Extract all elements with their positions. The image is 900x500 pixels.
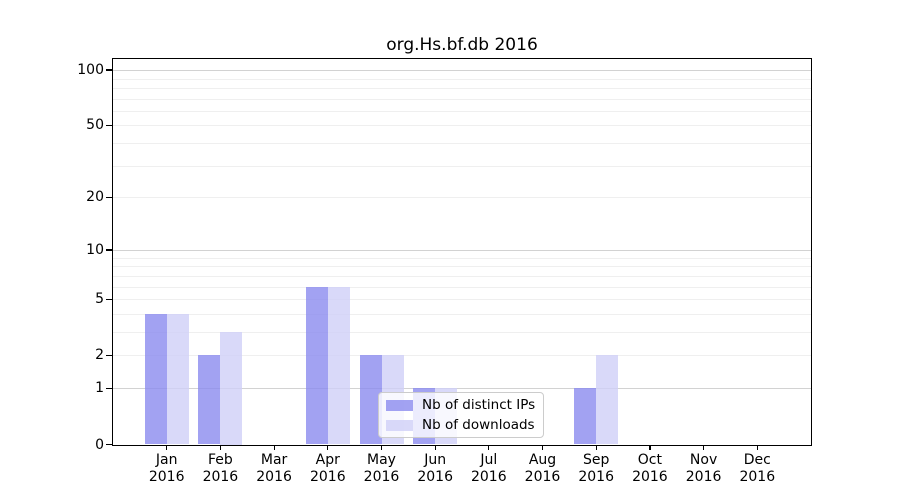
gridline-y-100 bbox=[113, 70, 811, 71]
gridline-y-4 bbox=[113, 313, 811, 315]
x-tick-label: Jan 2016 bbox=[148, 451, 185, 485]
x-tick-label: Jul 2016 bbox=[470, 451, 507, 485]
gridline-y-80 bbox=[113, 87, 811, 89]
gridline-y-90 bbox=[113, 78, 811, 80]
legend-item-distinct-ips: Nb of distinct IPs bbox=[386, 397, 535, 413]
y-tick-label: 1 bbox=[95, 380, 104, 397]
y-tick-label: 20 bbox=[86, 189, 104, 206]
gridline-y-9 bbox=[113, 257, 811, 259]
x-tick-mark bbox=[703, 444, 705, 450]
y-tick-label: 100 bbox=[77, 62, 104, 78]
bar-ips-sep-2016 bbox=[574, 388, 597, 445]
gridline-y-50 bbox=[113, 125, 811, 127]
x-tick-label: Feb 2016 bbox=[202, 451, 239, 485]
x-tick-label: Jun 2016 bbox=[417, 451, 453, 485]
legend-label-downloads: Nb of downloads bbox=[422, 417, 535, 433]
x-tick-mark bbox=[380, 444, 383, 450]
x-tick-label: Aug 2016 bbox=[524, 451, 561, 485]
bar-ips-apr-2016 bbox=[305, 286, 328, 445]
x-tick-mark bbox=[595, 444, 597, 450]
x-tick-mark bbox=[434, 444, 436, 450]
gridline-y-40 bbox=[113, 143, 811, 145]
y-tick-mark bbox=[106, 387, 112, 389]
bar-ips-feb-2016 bbox=[198, 355, 221, 445]
gridline-y-20 bbox=[113, 197, 811, 199]
x-tick-mark bbox=[756, 444, 758, 450]
x-tick-label: Sep 2016 bbox=[578, 451, 614, 485]
legend: Nb of distinct IPs Nb of downloads bbox=[378, 392, 544, 438]
x-tick-mark bbox=[327, 444, 329, 450]
y-tick-label: 10 bbox=[86, 241, 104, 258]
y-tick-mark bbox=[106, 298, 112, 300]
gridline-y-6 bbox=[113, 286, 811, 288]
x-tick-mark bbox=[219, 444, 222, 450]
y-tick-label: 0 bbox=[95, 436, 104, 453]
x-tick-label: Apr 2016 bbox=[309, 451, 346, 485]
y-tick-label: 2 bbox=[95, 347, 104, 364]
bar-ips-jan-2016 bbox=[144, 313, 167, 445]
x-tick-mark bbox=[649, 444, 651, 450]
gridline-y-7 bbox=[113, 275, 811, 277]
gridline-y-8 bbox=[113, 266, 811, 268]
x-tick-label: Mar 2016 bbox=[256, 451, 292, 485]
gridline-y-3 bbox=[113, 332, 811, 333]
bar-ips-may-2016 bbox=[359, 355, 382, 445]
y-tick-label: 50 bbox=[86, 117, 104, 134]
legend-item-downloads: Nb of downloads bbox=[386, 417, 535, 433]
gridline-y-2 bbox=[113, 355, 811, 357]
x-tick-label: Dec 2016 bbox=[739, 451, 776, 485]
chart-title: org.Hs.bf.db 2016 bbox=[386, 35, 538, 55]
x-tick-mark bbox=[166, 444, 168, 450]
legend-label-distinct-ips: Nb of distinct IPs bbox=[422, 397, 536, 413]
y-tick-mark bbox=[106, 443, 112, 446]
gridline-y-10 bbox=[113, 249, 811, 251]
bar-downloads-apr-2016 bbox=[327, 286, 350, 445]
x-tick-mark bbox=[273, 444, 275, 450]
gridline-y-70 bbox=[113, 98, 811, 100]
legend-swatch-downloads bbox=[386, 419, 413, 431]
gridline-y-1 bbox=[113, 388, 811, 390]
y-tick-mark bbox=[106, 124, 112, 127]
gridline-y-60 bbox=[113, 110, 811, 112]
bar-downloads-jan-2016 bbox=[166, 313, 189, 445]
legend-swatch-distinct-ips bbox=[386, 399, 413, 411]
bar-downloads-feb-2016 bbox=[220, 332, 243, 445]
x-tick-mark bbox=[541, 444, 544, 450]
bar-downloads-sep-2016 bbox=[596, 355, 619, 445]
y-tick-mark bbox=[106, 196, 112, 199]
y-tick-mark bbox=[106, 354, 112, 357]
x-tick-label: May 2016 bbox=[363, 451, 400, 485]
y-tick-mark bbox=[106, 69, 112, 71]
y-tick-label: 5 bbox=[95, 291, 104, 308]
x-tick-mark bbox=[488, 444, 490, 450]
x-tick-label: Nov 2016 bbox=[685, 451, 722, 485]
y-tick-mark bbox=[106, 249, 112, 251]
x-tick-label: Oct 2016 bbox=[632, 451, 668, 485]
gridline-y-5 bbox=[113, 299, 811, 301]
gridline-y-30 bbox=[113, 165, 811, 167]
